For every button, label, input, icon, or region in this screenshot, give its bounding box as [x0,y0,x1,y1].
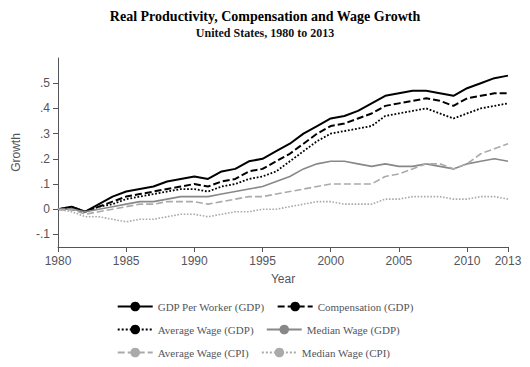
svg-text:Average Wage (GDP): Average Wage (GDP) [158,324,254,337]
svg-text:Year: Year [271,272,295,286]
svg-text:United States, 1980 to 2013: United States, 1980 to 2013 [196,26,334,40]
svg-text:Median Wage (CPI): Median Wage (CPI) [302,347,390,360]
svg-text:Average Wage (CPI): Average Wage (CPI) [158,347,249,360]
svg-text:1990: 1990 [181,254,208,268]
svg-text:.1: .1 [40,177,50,191]
svg-text:.3: .3 [40,127,50,141]
svg-text:2010: 2010 [454,254,481,268]
svg-text:Median Wage (GDP): Median Wage (GDP) [307,324,400,337]
svg-text:2000: 2000 [317,254,344,268]
svg-text:.2: .2 [40,152,50,166]
svg-text:1980: 1980 [45,254,72,268]
svg-text:.5: .5 [40,76,50,90]
svg-text:1985: 1985 [113,254,140,268]
svg-text:Compensation (GDP): Compensation (GDP) [318,301,414,314]
svg-text:2005: 2005 [386,254,413,268]
svg-text:-.1: -.1 [36,227,50,241]
svg-text:.4: .4 [40,101,50,115]
svg-text:Growth: Growth [9,133,23,172]
svg-text:Real Productivity, Compensatio: Real Productivity, Compensation and Wage… [110,9,421,24]
svg-text:1995: 1995 [249,254,276,268]
svg-text:GDP Per Worker (GDP): GDP Per Worker (GDP) [158,301,265,314]
svg-text:2013: 2013 [495,254,522,268]
svg-text:0: 0 [43,202,50,216]
